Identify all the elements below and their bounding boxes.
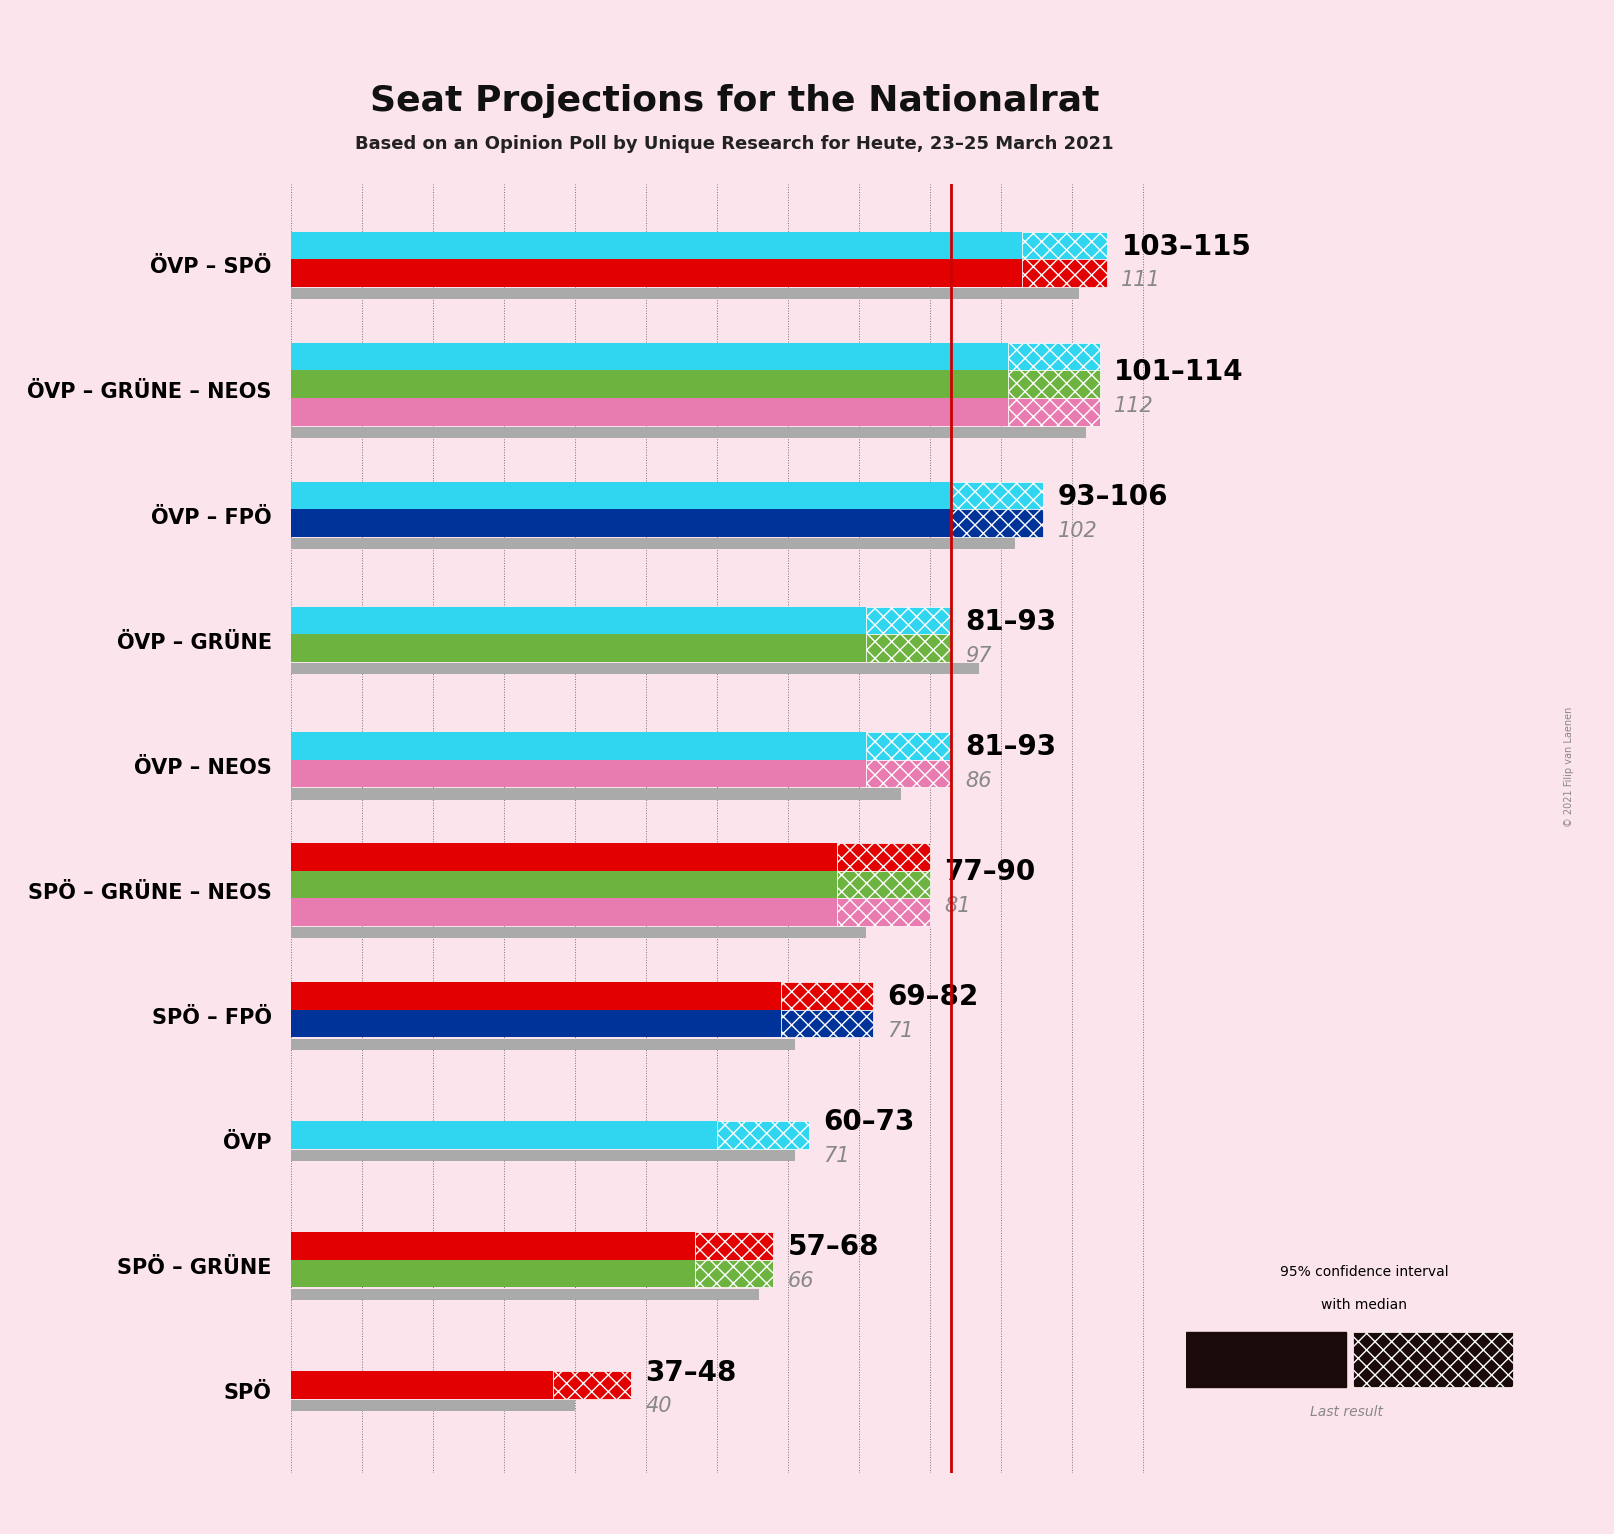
Text: 66: 66	[788, 1272, 813, 1292]
Bar	[291, 1232, 696, 1259]
Bar	[291, 397, 1007, 425]
Bar	[838, 871, 930, 899]
Bar	[781, 1009, 873, 1037]
Bar	[291, 607, 865, 635]
Text: 112: 112	[1114, 396, 1154, 416]
Text: 81–93: 81–93	[965, 607, 1056, 637]
Text: 77–90: 77–90	[944, 858, 1035, 887]
Bar	[291, 871, 838, 899]
Text: 37–48: 37–48	[646, 1359, 738, 1387]
Bar	[865, 759, 951, 787]
Bar	[291, 982, 781, 1009]
Bar	[1022, 259, 1107, 287]
Bar	[291, 663, 980, 675]
Text: 71: 71	[823, 1146, 849, 1166]
Bar	[717, 1121, 809, 1149]
Bar	[291, 1039, 794, 1049]
Bar	[291, 635, 865, 663]
Bar	[291, 1401, 575, 1411]
Text: 103–115: 103–115	[1122, 233, 1251, 261]
Text: 95% confidence interval: 95% confidence interval	[1280, 1266, 1448, 1279]
Bar	[291, 482, 951, 509]
Bar	[1007, 371, 1101, 397]
Text: 101–114: 101–114	[1114, 357, 1244, 385]
Text: 81–93: 81–93	[965, 733, 1056, 761]
Bar	[291, 927, 865, 939]
Bar	[291, 1121, 717, 1149]
Bar	[291, 288, 1078, 299]
Text: 71: 71	[888, 1022, 914, 1042]
Bar	[291, 232, 1022, 259]
Bar	[291, 1009, 781, 1037]
Bar	[1353, 1332, 1512, 1387]
Bar	[291, 1289, 759, 1299]
Bar	[865, 635, 951, 663]
Bar	[291, 509, 951, 537]
Bar	[1022, 232, 1107, 259]
Bar	[291, 899, 838, 927]
Bar	[951, 509, 1043, 537]
Bar	[781, 982, 873, 1009]
Bar	[291, 844, 838, 871]
Text: Last result: Last result	[1309, 1405, 1383, 1419]
Bar	[291, 1150, 794, 1161]
Bar	[1007, 344, 1101, 371]
Bar	[865, 607, 951, 635]
Bar	[291, 788, 901, 799]
Text: 69–82: 69–82	[888, 983, 978, 1011]
Text: 60–73: 60–73	[823, 1109, 915, 1137]
Bar	[291, 344, 1007, 371]
Text: 57–68: 57–68	[788, 1233, 880, 1261]
Text: with median: with median	[1320, 1298, 1407, 1313]
Text: 40: 40	[646, 1396, 671, 1416]
Bar	[291, 259, 1022, 287]
Text: 111: 111	[1122, 270, 1160, 290]
Bar	[291, 538, 1015, 549]
Bar	[696, 1259, 773, 1287]
Bar	[291, 1371, 554, 1399]
Bar	[865, 732, 951, 759]
Bar	[696, 1232, 773, 1259]
Text: Seat Projections for the Nationalrat: Seat Projections for the Nationalrat	[370, 84, 1099, 118]
Bar	[291, 371, 1007, 397]
Bar	[291, 732, 865, 759]
Bar	[838, 899, 930, 927]
Text: Based on an Opinion Poll by Unique Research for Heute, 23–25 March 2021: Based on an Opinion Poll by Unique Resea…	[355, 135, 1114, 153]
Text: 86: 86	[965, 770, 991, 792]
Bar	[951, 482, 1043, 509]
Bar	[1186, 1332, 1346, 1387]
Bar	[1007, 397, 1101, 425]
Bar	[554, 1371, 631, 1399]
Text: 81: 81	[944, 896, 970, 916]
Text: © 2021 Filip van Laenen: © 2021 Filip van Laenen	[1564, 707, 1574, 827]
Bar	[291, 426, 1086, 439]
Bar	[838, 844, 930, 871]
Bar	[291, 759, 865, 787]
Text: 102: 102	[1057, 520, 1098, 540]
Text: 97: 97	[965, 646, 991, 666]
Bar	[291, 1259, 696, 1287]
Text: 93–106: 93–106	[1057, 483, 1169, 511]
